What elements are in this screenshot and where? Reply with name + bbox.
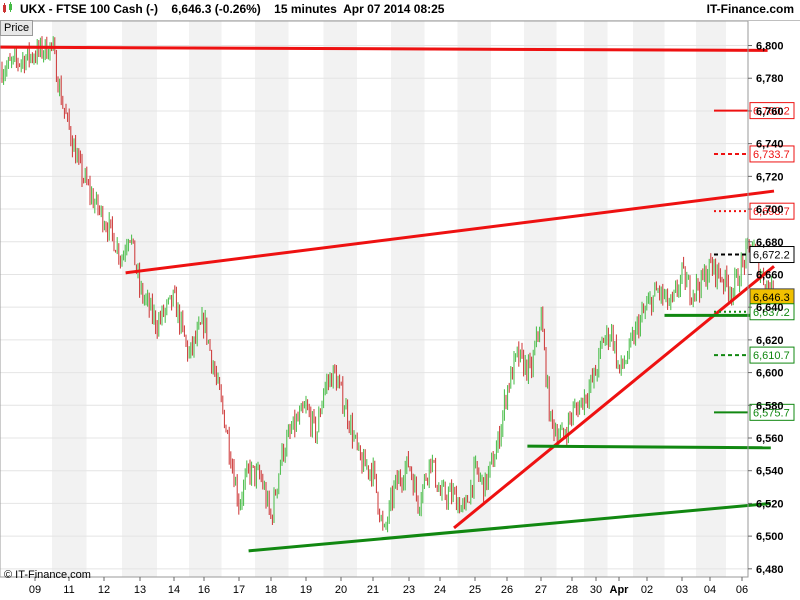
day-band xyxy=(52,21,87,577)
x-tick-label: 03 xyxy=(676,584,688,596)
y-tick-label: 6,620 xyxy=(756,335,784,347)
level-label: 6,698.7 xyxy=(753,206,790,218)
x-tick-label: 18 xyxy=(265,584,277,596)
header-interval: 15 minutes xyxy=(274,2,337,16)
price-tab[interactable]: Price xyxy=(0,20,34,36)
x-tick-label: 16 xyxy=(198,584,210,596)
level-label: 6,760.2 xyxy=(753,106,790,118)
x-tick-label: 14 xyxy=(168,584,180,596)
x-tick-label: 09 xyxy=(29,584,41,596)
trendline-support-lower xyxy=(248,501,771,553)
grid xyxy=(0,45,748,570)
x-tick-label: 17 xyxy=(233,584,245,596)
axes: 6,480 6,500 6,520 6,540 6,560 6,580 6,600 6,620… xyxy=(0,20,784,596)
x-tick-label: 27 xyxy=(535,584,547,596)
levels: 6,760.2 6,733.7 6,698.7 6,672.2 6,646.3 6,637… xyxy=(714,102,795,421)
header-symbol: UKX xyxy=(20,2,46,16)
level-box xyxy=(749,403,795,421)
trendline-support-rising-red xyxy=(453,265,775,530)
trendline-support-horizontal-mid xyxy=(527,444,771,450)
x-tick-label: 23 xyxy=(403,584,415,596)
y-tick-label: 6,660 xyxy=(756,269,784,281)
level-box xyxy=(749,346,795,364)
x-tick-label: 12 xyxy=(98,584,110,596)
day-band xyxy=(323,21,357,577)
x-tick-label: 06 xyxy=(736,584,748,596)
level-box xyxy=(749,202,795,220)
level-box xyxy=(749,145,795,163)
day-band xyxy=(189,21,222,577)
level-label: 6,646.3 xyxy=(753,292,790,304)
header-last: 6,646.3 xyxy=(171,2,212,16)
y-tick-label: 6,720 xyxy=(756,171,784,183)
trendline-resistance-top xyxy=(0,45,768,52)
x-tick-label: 19 xyxy=(300,584,312,596)
y-tick-label: 6,700 xyxy=(756,204,784,216)
x-tick-label: 13 xyxy=(134,584,146,596)
x-tick-label: 04 xyxy=(704,584,716,596)
y-tick-label: 6,480 xyxy=(756,564,784,576)
x-tick-label: 02 xyxy=(641,584,653,596)
day-band xyxy=(255,21,289,577)
header-title: UKX - FTSE 100 Cash (-) 6,646.3 (-0.26%)… xyxy=(2,2,444,17)
day-band xyxy=(391,21,425,577)
day-band xyxy=(122,21,157,577)
y-tick-label: 6,760 xyxy=(756,106,784,118)
day-bands xyxy=(52,21,726,577)
header-change: (-0.26%) xyxy=(214,2,261,16)
day-band xyxy=(524,21,557,577)
y-tick-label: 6,520 xyxy=(756,498,784,510)
level-label: 6,610.7 xyxy=(753,350,790,362)
y-tick-label: 6,560 xyxy=(756,433,784,445)
x-tick-label: 30 xyxy=(590,584,602,596)
x-tick-label: 26 xyxy=(501,584,513,596)
level-box xyxy=(749,303,795,321)
trendlines xyxy=(0,45,775,553)
level-label: 6,672.2 xyxy=(753,250,790,262)
x-tick-label: 20 xyxy=(335,584,347,596)
footer-copyright: © IT-Finance.com xyxy=(4,569,91,581)
y-tick-label: 6,780 xyxy=(756,73,784,85)
x-tick-label: 11 xyxy=(63,584,74,596)
y-tick-label: 6,800 xyxy=(756,41,784,53)
y-tick-label: 6,500 xyxy=(756,531,784,543)
level-label: 6,637.2 xyxy=(753,307,790,319)
x-tick-label: 21 xyxy=(367,584,379,596)
y-tick-label: 6,640 xyxy=(756,302,784,314)
level-box xyxy=(749,246,795,264)
level-label: 6,733.7 xyxy=(753,149,790,161)
y-tick-label: 6,600 xyxy=(756,368,784,380)
day-band xyxy=(696,21,726,577)
y-tick-label: 6,740 xyxy=(756,139,784,151)
chart-header: UKX - FTSE 100 Cash (-) 6,646.3 (-0.26%)… xyxy=(0,0,800,21)
header-datetime: Apr 07 2014 08:25 xyxy=(343,2,445,16)
y-tick-label: 6,680 xyxy=(756,237,784,249)
header-name: FTSE 100 Cash (-) xyxy=(56,2,159,16)
x-tick-label: Apr xyxy=(610,584,630,596)
candlestick-icon xyxy=(2,2,14,17)
y-tick-label: 6,580 xyxy=(756,400,784,412)
day-band xyxy=(584,21,608,577)
y-tick-label: 6,540 xyxy=(756,466,784,478)
plot-frame xyxy=(0,20,749,578)
trendline-resistance-channel xyxy=(125,189,775,275)
candles xyxy=(1,36,784,533)
x-tick-label: 25 xyxy=(469,584,481,596)
header-brand: IT-Finance.com xyxy=(706,2,794,16)
x-tick-label: 28 xyxy=(566,584,578,596)
level-label: 6,575.7 xyxy=(753,407,790,419)
x-tick-label: 24 xyxy=(434,584,446,596)
